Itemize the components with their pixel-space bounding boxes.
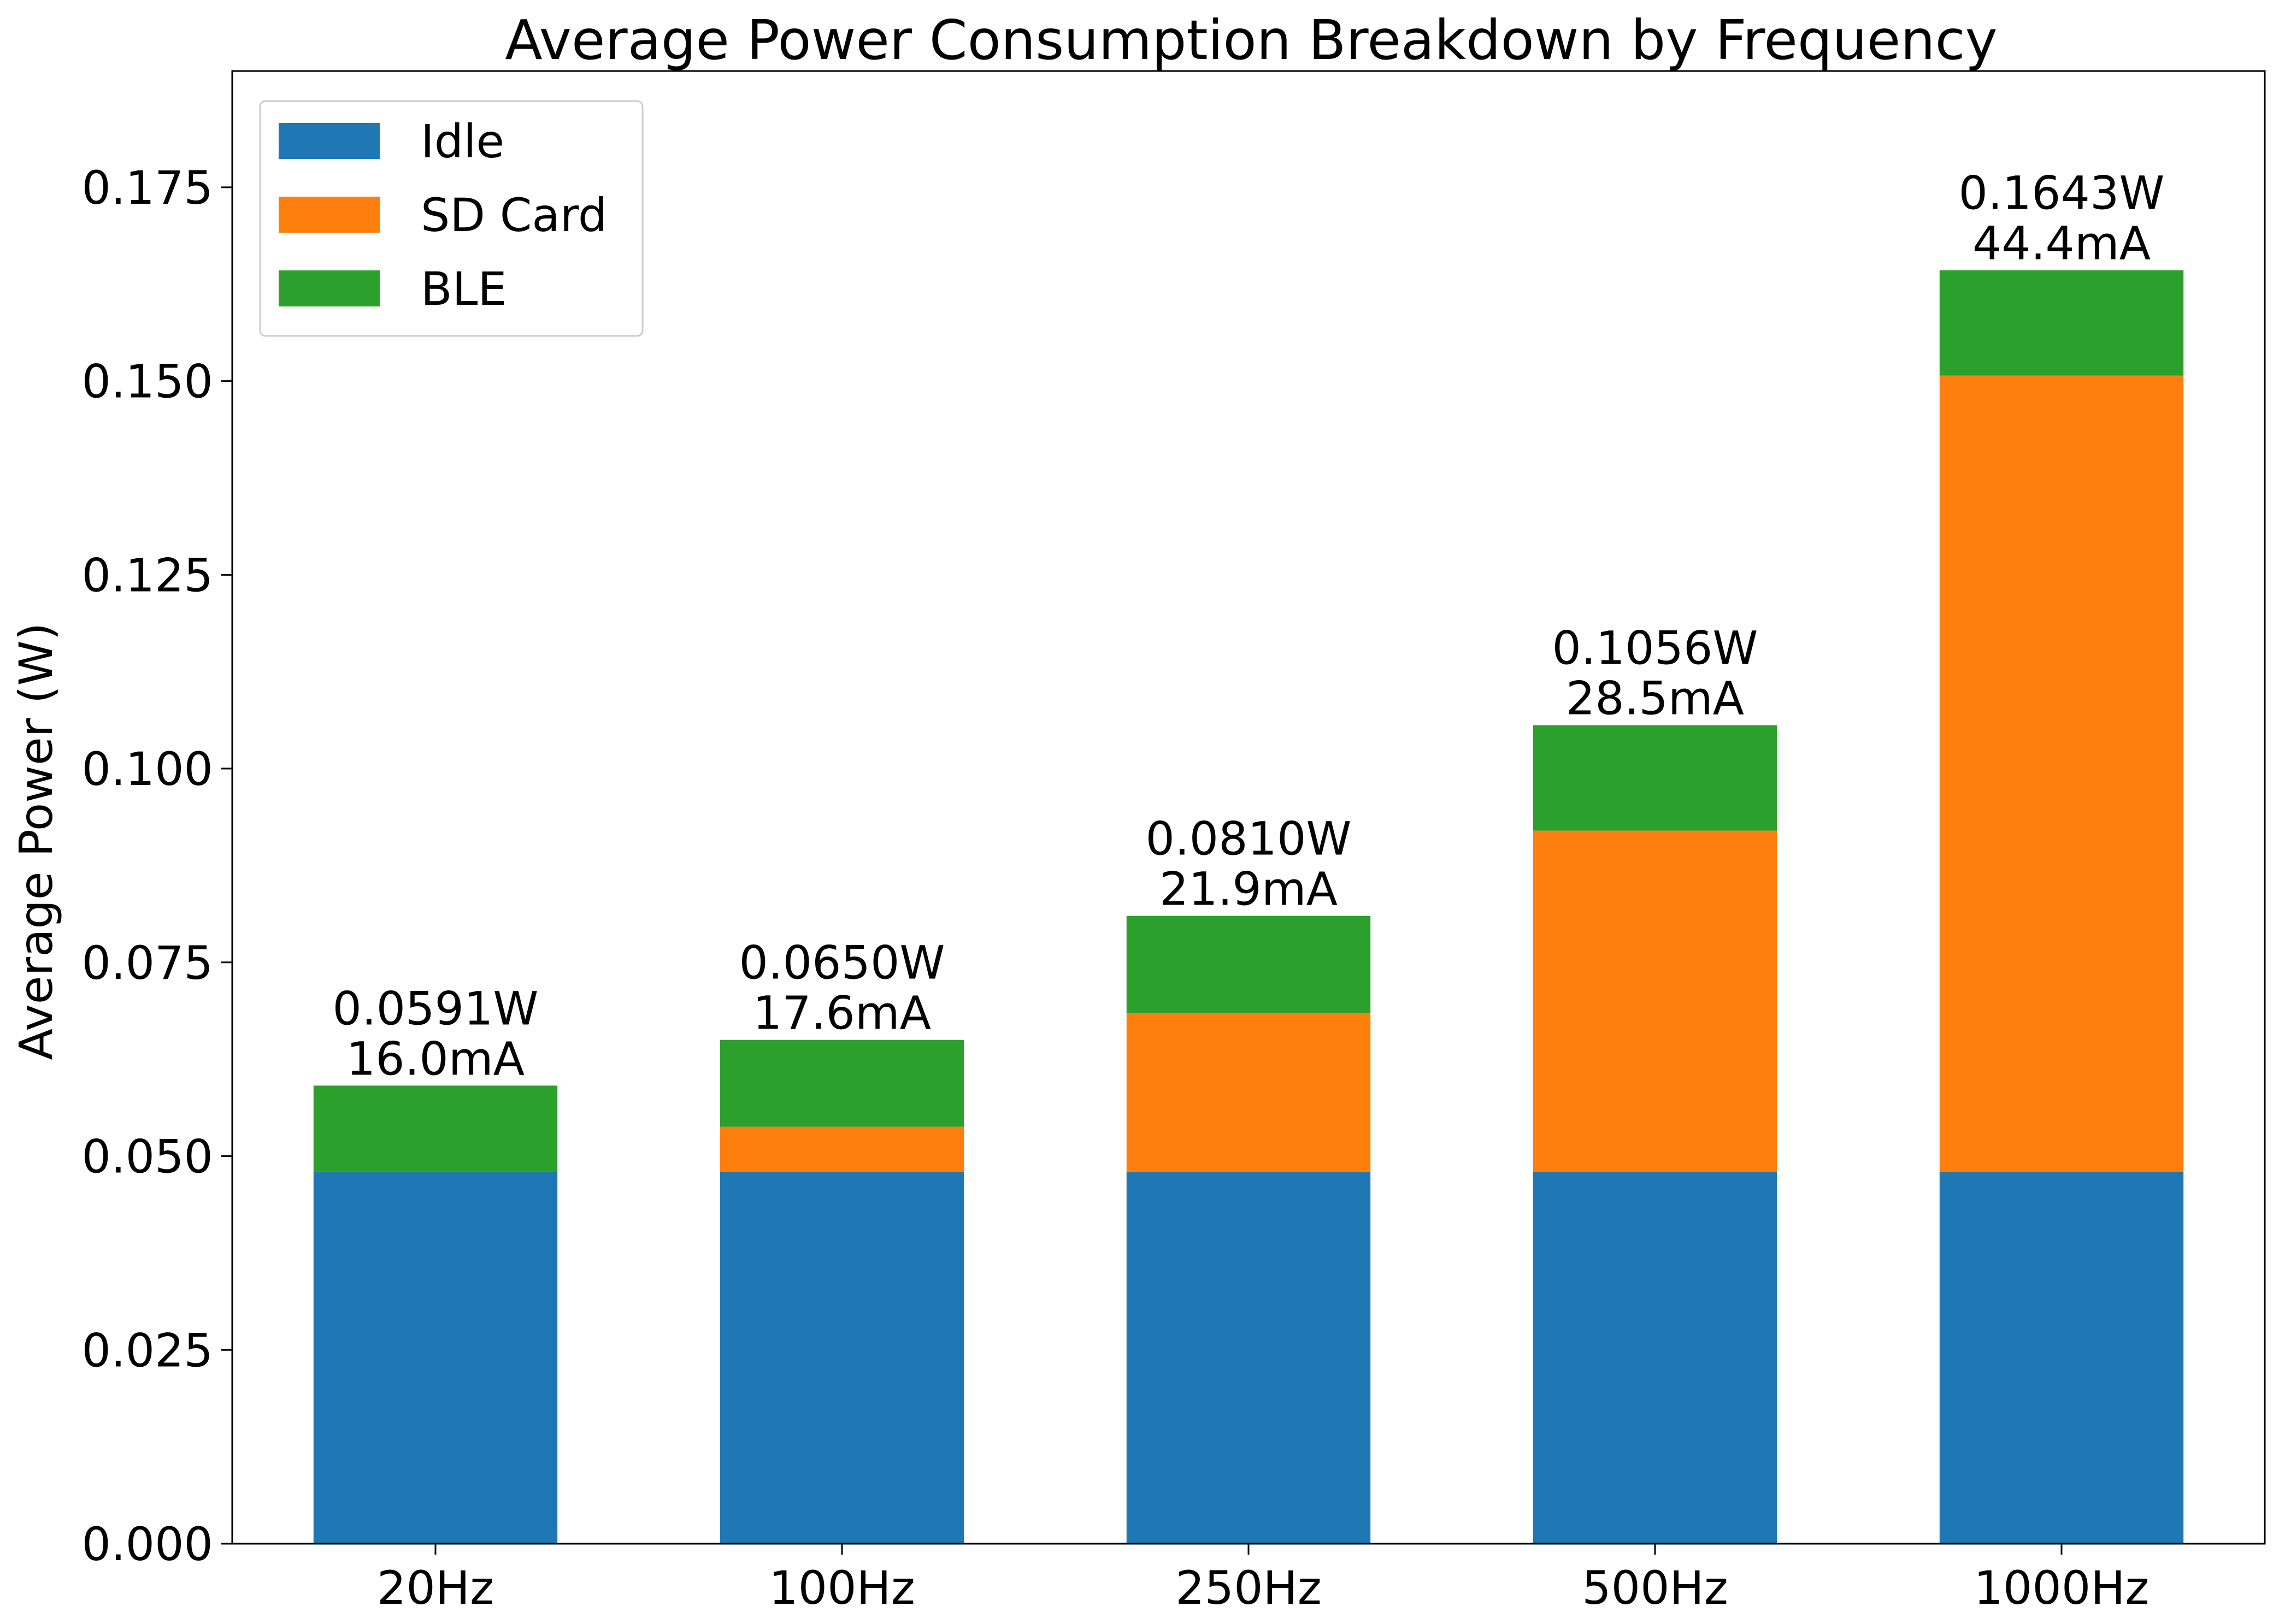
bar-ble-250hz <box>1126 916 1371 1013</box>
x-tick-label: 1000Hz <box>1974 1561 2149 1615</box>
bar-total-current-label: 17.6mA <box>753 987 931 1040</box>
bar-total-power-label: 0.0810W <box>1146 812 1352 866</box>
x-tick-label: 20Hz <box>377 1561 494 1615</box>
legend-label-ble: BLE <box>421 262 507 316</box>
y-tick-label: 0.000 <box>82 1517 213 1571</box>
bar-total-power-label: 0.0591W <box>333 982 539 1035</box>
y-tick-label: 0.050 <box>82 1130 213 1184</box>
bar-sd-card-100hz <box>720 1126 964 1172</box>
x-tick-label: 250Hz <box>1175 1561 1322 1615</box>
bar-total-power-label: 0.1056W <box>1552 622 1758 675</box>
legend-label-sd-card: SD Card <box>421 188 607 242</box>
legend-swatch-sd-card <box>279 197 380 233</box>
bar-total-power-label: 0.1643W <box>1959 167 2165 220</box>
y-tick-label: 0.125 <box>82 548 213 602</box>
bar-total-current-label: 44.4mA <box>1972 217 2151 270</box>
x-axis-ticks: 20Hz 100Hz 250Hz 500Hz 1000Hz <box>377 1544 2150 1615</box>
bar-total-current-label: 21.9mA <box>1159 863 1338 916</box>
bar-idle-1000hz <box>1939 1171 2184 1544</box>
y-tick-label: 0.175 <box>82 161 213 215</box>
bar-sd-card-1000hz <box>1939 375 2184 1172</box>
x-tick-label: 500Hz <box>1582 1561 1728 1615</box>
bar-ble-20hz <box>313 1085 558 1172</box>
y-axis-label: Average Power (W) <box>9 623 63 1060</box>
bar-total-current-label: 16.0mA <box>346 1032 525 1085</box>
legend-swatch-idle <box>279 123 380 159</box>
y-tick-label: 0.075 <box>82 936 213 990</box>
bar-idle-100hz <box>720 1171 964 1544</box>
bar-total-current-label: 28.5mA <box>1566 672 1744 725</box>
bar-idle-20hz <box>313 1171 558 1544</box>
bar-ble-100hz <box>720 1040 964 1127</box>
bar-sd-card-500hz <box>1533 830 1777 1172</box>
bars-group <box>313 270 2184 1544</box>
legend-swatch-ble <box>279 270 380 306</box>
bar-idle-500hz <box>1533 1171 1777 1544</box>
y-axis-ticks: 0.000 0.025 0.050 0.075 0.100 0.125 0.150 0.175 <box>82 161 232 1571</box>
legend-label-idle: Idle <box>421 115 504 168</box>
y-tick-label: 0.100 <box>82 742 213 796</box>
x-tick-label: 100Hz <box>769 1561 915 1615</box>
legend: Idle SD Card BLE <box>259 100 644 337</box>
bar-ble-500hz <box>1533 725 1777 831</box>
y-tick-label: 0.150 <box>82 355 213 409</box>
bar-sd-card-250hz <box>1126 1013 1371 1172</box>
bar-total-power-label: 0.0650W <box>739 936 945 990</box>
chart-title: Average Power Consumption Breakdown by F… <box>505 8 1998 72</box>
plot-frame <box>231 70 2266 1545</box>
bar-ble-1000hz <box>1939 270 2184 376</box>
bar-idle-250hz <box>1126 1171 1371 1544</box>
y-tick-label: 0.025 <box>82 1324 213 1377</box>
